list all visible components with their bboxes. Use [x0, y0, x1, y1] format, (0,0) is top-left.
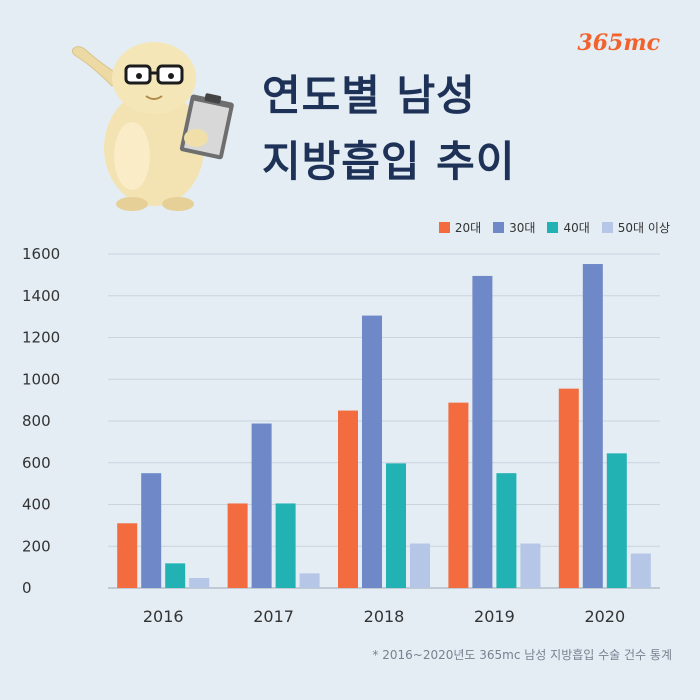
- mascot-illustration: [71, 42, 234, 211]
- bar: [362, 315, 382, 588]
- page-title-line1: 연도별 남성: [262, 71, 476, 120]
- x-tick-label: 2019: [474, 607, 515, 626]
- footnote: * 2016~2020년도 365mc 남성 지방흡입 수술 건수 통계: [372, 648, 672, 662]
- bar: [472, 275, 493, 588]
- bar: [141, 473, 162, 588]
- bar: [338, 410, 358, 588]
- y-tick-label: 400: [22, 496, 51, 514]
- legend-swatch-30s: [493, 222, 505, 233]
- y-tick-label: 800: [22, 412, 51, 430]
- bar: [165, 563, 186, 588]
- legend-item-40s: 40대: [547, 219, 590, 236]
- bar: [410, 543, 430, 588]
- y-tick-label: 1000: [22, 370, 60, 388]
- y-tick-label: 200: [22, 537, 51, 555]
- bar: [227, 503, 248, 588]
- y-tick-label: 1600: [22, 245, 60, 263]
- legend-swatch-50s: [601, 222, 613, 233]
- legend-label-50s: 50대 이상: [617, 221, 670, 235]
- legend-swatch-20s: [438, 222, 450, 233]
- x-tick-label: 2016: [143, 607, 184, 626]
- bar: [448, 402, 469, 588]
- bar: [189, 577, 210, 588]
- legend-label-30s: 30대: [509, 221, 536, 235]
- bar: [275, 503, 296, 588]
- legend-label-20s: 20대: [454, 221, 482, 235]
- legend-label-40s: 40대: [563, 221, 590, 235]
- bar: [582, 264, 603, 588]
- x-tick-label: 2020: [584, 607, 625, 626]
- bar: [558, 388, 579, 588]
- legend-item-30s: 30대: [493, 219, 535, 236]
- bar: [606, 453, 627, 588]
- bar: [630, 553, 651, 588]
- bar: [386, 463, 406, 588]
- chart-legend: 20대 30대 40대 50대 이상: [438, 219, 670, 236]
- legend-item-50s: 50대 이상: [601, 219, 670, 236]
- legend-swatch-40s: [547, 222, 559, 233]
- y-tick-label: 1200: [22, 329, 60, 347]
- page-title-line2: 지방흡입 추이: [262, 137, 516, 186]
- x-tick-label: 2018: [364, 607, 405, 626]
- bar: [251, 423, 272, 588]
- bar: [520, 543, 541, 588]
- bar: [299, 573, 320, 588]
- legend-item-20s: 20대: [438, 219, 482, 236]
- bar: [117, 523, 138, 588]
- bar: [496, 473, 517, 588]
- y-tick-label: 1400: [22, 287, 60, 305]
- x-tick-label: 2017: [253, 607, 294, 626]
- brand-logo: 365mc: [577, 30, 660, 56]
- y-tick-label: 600: [22, 454, 51, 472]
- y-tick-label: 0: [22, 579, 32, 597]
